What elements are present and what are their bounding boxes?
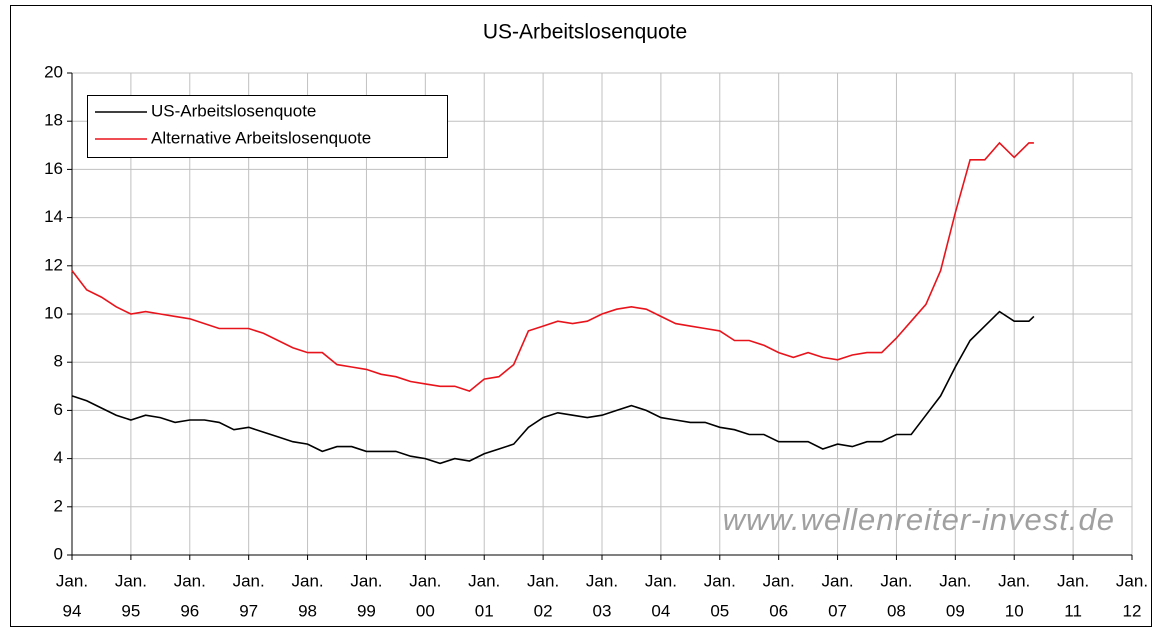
x-tick-label: 02 — [534, 601, 553, 620]
y-tick-label: 2 — [54, 496, 63, 515]
x-tick-label: 01 — [475, 601, 494, 620]
x-tick-label: Jan. — [56, 571, 88, 590]
x-tick-label: Jan. — [880, 571, 912, 590]
x-tick-label: Jan. — [939, 571, 971, 590]
x-tick-label: Jan. — [763, 571, 795, 590]
x-tick-label: 10 — [1005, 601, 1024, 620]
x-tick-label: Jan. — [1057, 571, 1089, 590]
data-line — [71, 141, 1034, 392]
x-tick-label: 98 — [298, 601, 317, 620]
x-tick-label: 97 — [239, 601, 258, 620]
x-tick-label: 03 — [593, 601, 612, 620]
x-tick-label: 07 — [828, 601, 847, 620]
y-tick-label: 14 — [44, 207, 63, 226]
y-tick-label: 20 — [44, 62, 63, 81]
x-tick-label: Jan. — [1116, 571, 1148, 590]
x-tick-label: 12 — [1123, 601, 1142, 620]
x-tick-label: Jan. — [527, 571, 559, 590]
data-line — [71, 310, 1035, 465]
legend-label: US-Arbeitslosenquote — [151, 101, 316, 120]
x-tick-label: Jan. — [645, 571, 677, 590]
y-tick-label: 4 — [54, 448, 63, 467]
x-tick-label: Jan. — [291, 571, 323, 590]
x-tick-label: Jan. — [409, 571, 441, 590]
x-tick-label: Jan. — [586, 571, 618, 590]
x-tick-label: 11 — [1064, 601, 1082, 620]
legend-label: Alternative Arbeitslosenquote — [151, 128, 371, 147]
x-tick-label: Jan. — [704, 571, 736, 590]
x-tick-label: 00 — [416, 601, 435, 620]
x-tick-label: Jan. — [998, 571, 1030, 590]
chart-title: US-Arbeitslosenquote — [483, 21, 687, 44]
x-tick-label: 99 — [357, 601, 376, 620]
x-tick-label: Jan. — [233, 571, 265, 590]
x-tick-label: Jan. — [174, 571, 206, 590]
y-tick-label: 16 — [44, 159, 63, 178]
x-tick-label: 94 — [63, 601, 82, 620]
y-tick-label: 6 — [54, 400, 63, 419]
y-tick-label: 0 — [54, 544, 63, 563]
y-tick-label: 18 — [44, 111, 63, 130]
y-tick-label: 10 — [44, 303, 63, 322]
x-tick-label: 06 — [769, 601, 788, 620]
y-tick-label: 8 — [54, 352, 63, 371]
x-tick-label: Jan. — [468, 571, 500, 590]
x-tick-label: 05 — [710, 601, 729, 620]
x-tick-label: 04 — [651, 601, 670, 620]
y-tick-label: 12 — [44, 255, 63, 274]
x-tick-label: 96 — [180, 601, 199, 620]
x-tick-label: 95 — [121, 601, 140, 620]
x-tick-label: Jan. — [350, 571, 382, 590]
x-tick-label: Jan. — [821, 571, 853, 590]
legend-box — [87, 95, 448, 158]
x-tick-label: Jan. — [115, 571, 147, 590]
watermark: www.wellenreiter-invest.de — [723, 502, 1115, 537]
x-tick-label: 09 — [946, 601, 965, 620]
x-tick-label: 08 — [887, 601, 906, 620]
